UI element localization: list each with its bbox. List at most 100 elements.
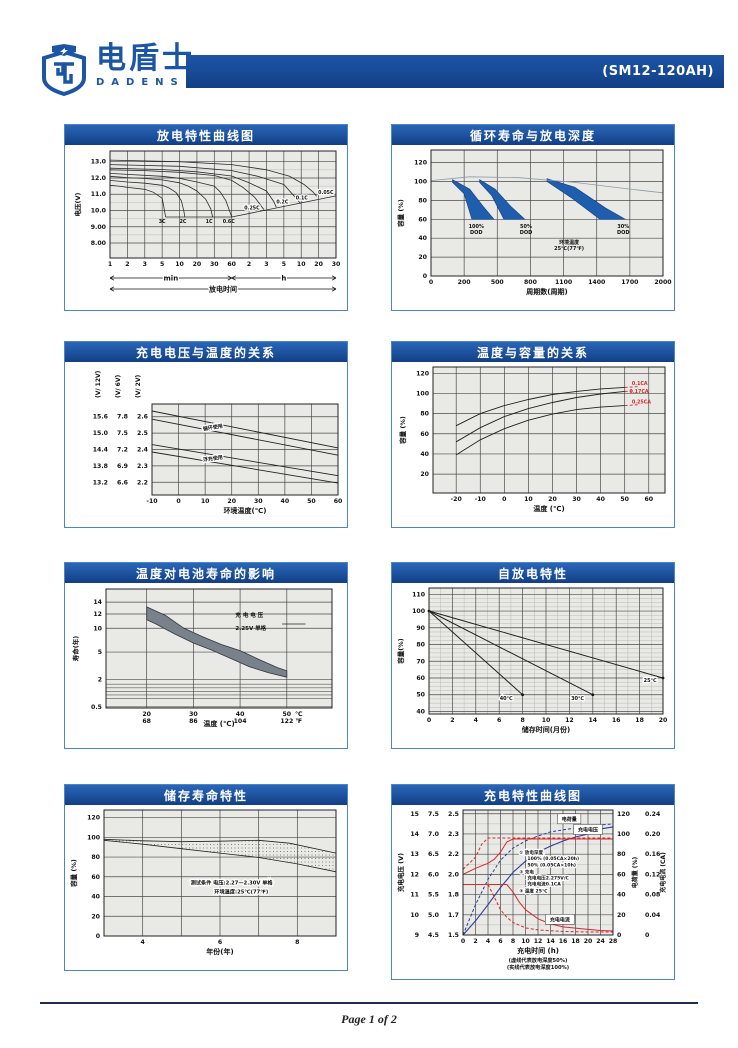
svg-text:2: 2 (125, 261, 129, 268)
svg-text:60: 60 (617, 871, 626, 878)
shield-logo-icon (42, 44, 86, 96)
svg-text:122: 122 (280, 718, 293, 725)
svg-text:20: 20 (420, 471, 429, 478)
svg-text:9: 9 (415, 932, 419, 939)
svg-text:2.5: 2.5 (448, 811, 459, 818)
svg-text:24: 24 (596, 938, 605, 945)
svg-text:2.4: 2.4 (137, 447, 149, 454)
svg-text:20: 20 (91, 913, 100, 920)
svg-text:7.8: 7.8 (117, 414, 128, 421)
svg-text:10.0: 10.0 (91, 207, 107, 214)
svg-text:测试条件 电压:2.27—2.30V 单格: 测试条件 电压:2.27—2.30V 单格 (191, 879, 274, 887)
svg-text:15: 15 (410, 811, 419, 818)
chart-title: 充电电压与温度的关系 (65, 342, 347, 362)
svg-text:6.9: 6.9 (117, 463, 128, 470)
svg-text:13.8: 13.8 (93, 463, 108, 470)
svg-text:60: 60 (334, 498, 343, 505)
model-number: (SM12-120AH) (602, 64, 714, 79)
svg-text:20: 20 (193, 261, 202, 268)
svg-text:30: 30 (254, 498, 263, 505)
svg-text:8: 8 (520, 717, 524, 724)
svg-text:12: 12 (565, 717, 574, 724)
svg-text:充电电压 (V): 充电电压 (V) (396, 853, 405, 892)
svg-text:6: 6 (218, 939, 222, 946)
svg-text:℉: ℉ (295, 718, 302, 725)
svg-text:20: 20 (584, 938, 593, 945)
svg-text:16: 16 (559, 938, 568, 945)
svg-text:容量 (%): 容量 (%) (398, 416, 407, 445)
svg-text:80: 80 (420, 411, 429, 418)
svg-text:40: 40 (418, 235, 427, 242)
svg-text:0: 0 (427, 717, 432, 724)
svg-text:60: 60 (420, 431, 429, 438)
svg-text:0.25C: 0.25C (244, 206, 260, 212)
svg-text:环境温度:25℃(77℉): 环境温度:25℃(77℉) (214, 888, 268, 896)
svg-text:30: 30 (210, 261, 219, 268)
chart-canvas-charge-curve: 0 2 4 6 8 10 12 14 16 18 20 24 28 2.5 2.3 2.2 2.0 1.8 1.7 1… (392, 805, 674, 977)
chart-title: 温度与容量的关系 (392, 342, 674, 362)
svg-text:1.5: 1.5 (448, 932, 459, 939)
svg-text:10: 10 (542, 717, 551, 724)
chart-canvas-cycle-life: 0 200 500 800 1100 1400 1700 2000 120 100 80 60 40 20… (392, 145, 674, 308)
svg-text:4: 4 (486, 938, 491, 945)
svg-text:68: 68 (142, 718, 151, 725)
svg-text:容量 (%): 容量 (%) (69, 859, 78, 888)
svg-text:120: 120 (87, 815, 101, 822)
svg-text:10: 10 (93, 625, 102, 632)
svg-text:20: 20 (659, 717, 668, 724)
svg-text:60: 60 (416, 675, 425, 682)
svg-text:0.04: 0.04 (645, 912, 661, 919)
svg-text:18: 18 (571, 938, 580, 945)
svg-text:30: 30 (332, 261, 341, 268)
svg-text:14.4: 14.4 (93, 447, 109, 454)
svg-text:电压(V): 电压(V) (73, 192, 82, 216)
svg-text:12: 12 (93, 611, 102, 618)
svg-text:0: 0 (423, 273, 428, 280)
chart-panel-charge-curve: 充电特性曲线图 0 2 4 6 8 10 12 14 16 18 20 24 28 2.5 2.3 2.2 2.… (391, 784, 675, 980)
svg-text:50: 50 (307, 498, 316, 505)
svg-text:(V/ 12V): (V/ 12V) (95, 370, 102, 398)
svg-text:0.5: 0.5 (91, 704, 102, 711)
chart-panel-temp-capacity: 温度与容量的关系 -20 -10 0 10 20 30 40 50 60 120 100 80 60 40… (391, 341, 675, 528)
svg-text:充电电流0.1CA: 充电电流0.1CA (527, 880, 561, 887)
svg-text:13.0: 13.0 (91, 159, 107, 166)
chart-title: 温度对电池寿命的影响 (65, 563, 347, 583)
chart-canvas-self-discharge: 0 2 4 6 8 10 12 14 16 18 20 110 100 90 80 70 60 50 40 容量(%)… (392, 583, 674, 746)
svg-text:20: 20 (142, 711, 151, 718)
svg-text:20: 20 (227, 498, 236, 505)
page-number: Page 1 of 2 (341, 1012, 397, 1026)
svg-text:120: 120 (617, 811, 631, 818)
svg-text:4.5: 4.5 (428, 932, 439, 939)
svg-text:13.2: 13.2 (93, 479, 108, 486)
svg-text:5.5: 5.5 (428, 892, 439, 899)
svg-text:-10: -10 (146, 498, 158, 505)
svg-text:10: 10 (410, 912, 419, 919)
svg-text:℃: ℃ (295, 711, 303, 718)
svg-text:12: 12 (410, 871, 419, 878)
svg-text:0.05C: 0.05C (318, 190, 334, 196)
chart-title: 放电特性曲线图 (65, 125, 347, 145)
svg-text:(V/ 2V): (V/ 2V) (135, 375, 142, 398)
svg-text:充电电流: 充电电流 (550, 916, 570, 923)
brand-name-en: DADENS (96, 77, 185, 88)
svg-text:储存时间(月份): 储存时间(月份) (521, 725, 570, 734)
svg-text:20: 20 (314, 261, 323, 268)
svg-text:5: 5 (160, 261, 164, 268)
svg-text:2.0: 2.0 (448, 871, 460, 878)
svg-text:温度 (℃): 温度 (℃) (203, 719, 234, 728)
svg-text:7.0: 7.0 (428, 831, 440, 838)
svg-text:50: 50 (282, 711, 291, 718)
chart-canvas-temp-capacity: -20 -10 0 10 20 30 40 50 60 120 100 80 60 40 20 容量 (%) 温… (392, 362, 674, 525)
brand-name-cn: 电盾士 (96, 41, 195, 76)
svg-text:0.6C: 0.6C (223, 219, 235, 225)
chart-panel-storage-life: 储存寿命特性 4 6 8 120 100 80 60 40 20 0 容量 (%) 年份(年) 测试条件… (64, 784, 348, 971)
svg-text:30%DOD: 30% DOD (617, 224, 630, 236)
svg-text:8.00: 8.00 (91, 240, 107, 247)
svg-text:0.25CA: 0.25CA (632, 400, 651, 406)
svg-text:5: 5 (282, 261, 286, 268)
chart-canvas-discharge: 1 2 3 5 10 20 30 60 2 3 5 10 20 30 13.0 12.0 11.0 10.0 9.0… (65, 145, 347, 308)
svg-text:40℃: 40℃ (500, 696, 513, 702)
svg-text:0.12: 0.12 (645, 871, 660, 878)
svg-text:28: 28 (609, 938, 618, 945)
